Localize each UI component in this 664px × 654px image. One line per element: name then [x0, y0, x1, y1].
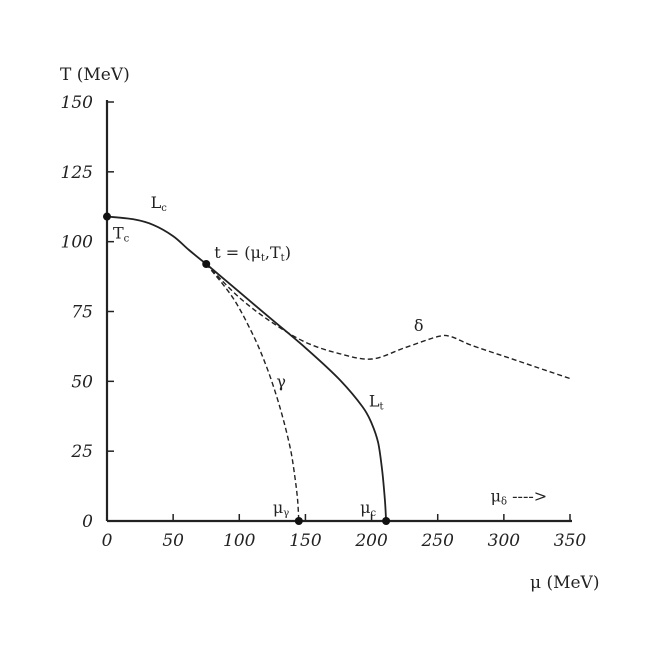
point-marker	[202, 260, 211, 269]
y-axis-title: T (MeV)	[60, 65, 130, 85]
x-tick-label: 0	[102, 531, 113, 551]
y-tick-label: 50	[71, 372, 93, 392]
y-tick-label: 125	[61, 163, 93, 183]
point-marker	[382, 517, 391, 525]
x-tick-label: 100	[223, 531, 256, 551]
x-tick-label: 150	[289, 531, 322, 551]
y-tick-label: 100	[61, 233, 94, 253]
y-tick-label: 0	[82, 512, 93, 532]
x-tick-label: 50	[162, 531, 184, 551]
annotation-Lt: Lt	[369, 391, 384, 412]
point-label-mu-c: μc	[360, 498, 376, 519]
point-label-t: t = (μt,Tt)	[214, 243, 291, 264]
series-layer	[106, 215, 571, 522]
points-layer	[103, 212, 391, 525]
y-tick-label: 25	[70, 442, 93, 462]
annotation-Lc: Lc	[151, 193, 168, 214]
point-marker	[103, 212, 111, 221]
series-line-Lc	[106, 215, 207, 265]
series-line-Lt	[205, 263, 387, 522]
x-tick-label: 250	[420, 531, 454, 551]
point-label-Tc: Tc	[113, 224, 130, 245]
y-tick-label: 150	[61, 93, 94, 113]
x-axis-title: μ (MeV)	[530, 573, 599, 593]
point-label-mu-gamma: μγ	[273, 498, 289, 519]
point-marker	[294, 517, 303, 525]
annotation-delta: δ	[414, 316, 424, 335]
x-tick-label: 350	[554, 531, 587, 551]
axes: 0 50 100 150 200 250 300 350 0 25 50 75 100 125 150	[61, 93, 587, 551]
annotations-layer: Tc t = (μt,Tt) μγ μc Lc γ δ Lt μδ ---->	[113, 193, 547, 519]
y-tick-label: 75	[71, 303, 93, 323]
x-tick-label: 300	[488, 531, 521, 551]
series-line-δ	[205, 263, 571, 380]
annotation-mu-delta: μδ ---->	[491, 486, 548, 507]
series-line-γ	[205, 263, 300, 522]
annotation-gamma: γ	[276, 372, 286, 391]
x-tick-label: 200	[354, 531, 388, 551]
